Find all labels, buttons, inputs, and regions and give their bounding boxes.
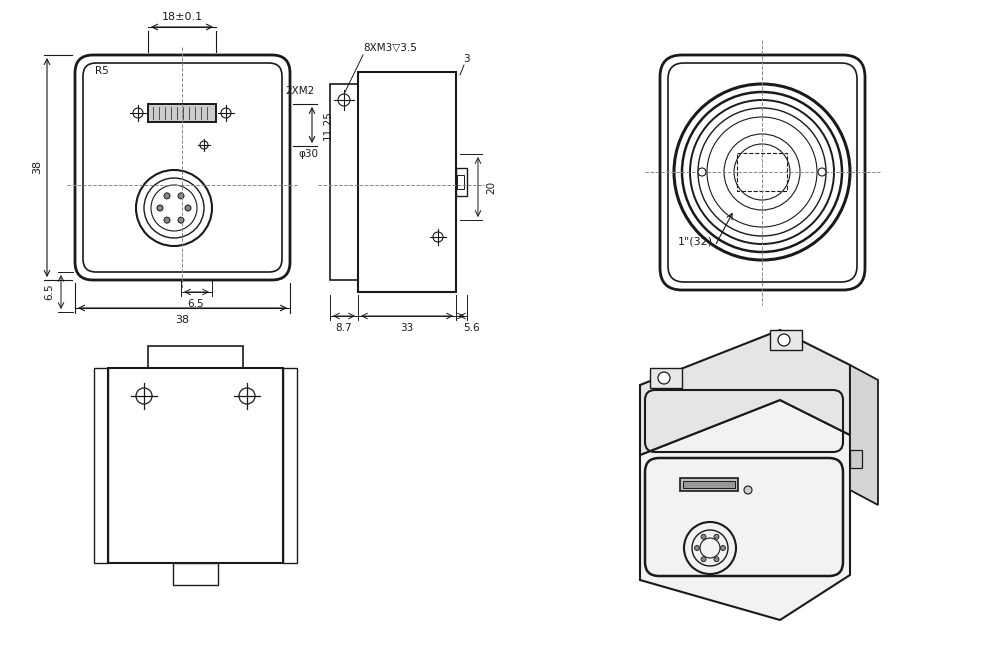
Bar: [770, 330, 802, 350]
Text: 3: 3: [462, 54, 469, 64]
Circle shape: [778, 334, 790, 346]
Text: φ30: φ30: [298, 149, 318, 159]
Polygon shape: [850, 365, 878, 505]
Circle shape: [185, 205, 191, 211]
Circle shape: [178, 217, 184, 223]
Bar: [358, 72, 456, 292]
Circle shape: [695, 546, 700, 550]
Text: 6.5: 6.5: [188, 299, 204, 309]
Bar: [283, 368, 297, 563]
Bar: [108, 368, 283, 563]
Circle shape: [157, 205, 163, 211]
Bar: [737, 153, 787, 191]
Circle shape: [698, 168, 706, 176]
Text: 38: 38: [175, 315, 189, 325]
Bar: [456, 168, 467, 196]
Text: 20: 20: [486, 180, 496, 194]
Polygon shape: [640, 400, 850, 620]
Circle shape: [658, 372, 670, 384]
Polygon shape: [640, 330, 850, 455]
Bar: [173, 563, 218, 585]
Bar: [850, 450, 862, 468]
Text: 18±0.1: 18±0.1: [161, 12, 203, 22]
Text: 1"(32): 1"(32): [678, 237, 713, 247]
Text: 8.7: 8.7: [336, 323, 352, 333]
Circle shape: [701, 534, 706, 539]
Text: R5: R5: [95, 66, 109, 76]
Bar: [94, 368, 108, 563]
Text: 38: 38: [32, 160, 42, 174]
Bar: [148, 104, 216, 122]
Bar: [457, 175, 464, 189]
Circle shape: [714, 557, 719, 562]
Circle shape: [164, 217, 170, 223]
Text: 5.6: 5.6: [463, 323, 480, 333]
Circle shape: [818, 168, 826, 176]
Circle shape: [714, 534, 719, 539]
Text: 6.5: 6.5: [44, 283, 54, 300]
Bar: [330, 84, 358, 280]
Circle shape: [744, 486, 752, 494]
Bar: [148, 346, 243, 368]
Text: 2XM2: 2XM2: [285, 86, 314, 96]
Bar: [683, 481, 735, 488]
Text: 8XM3▽3.5: 8XM3▽3.5: [363, 43, 417, 53]
Text: 33: 33: [400, 323, 414, 333]
Circle shape: [701, 557, 706, 562]
Text: 11.25: 11.25: [323, 110, 333, 140]
Bar: [650, 368, 682, 388]
Circle shape: [164, 193, 170, 199]
Bar: [680, 478, 738, 491]
Circle shape: [178, 193, 184, 199]
Circle shape: [721, 546, 726, 550]
